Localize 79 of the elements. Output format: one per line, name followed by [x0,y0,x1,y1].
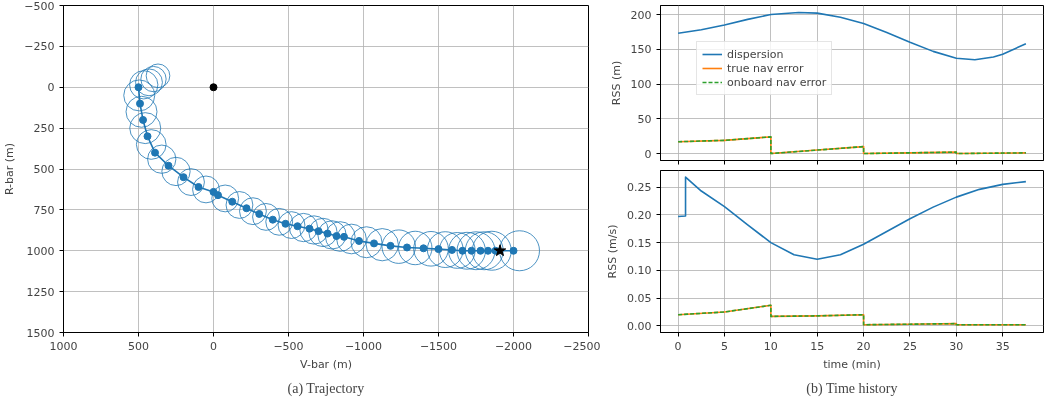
legend-label: onboard nav error [727,75,827,89]
y-tick-label: 0 [644,147,652,161]
point [179,173,188,182]
point [209,83,218,92]
point [134,83,143,92]
x-tick-label: 30 [949,339,964,353]
x-tick-label: −2500 [563,339,601,353]
x-tick-label: −1000 [344,339,383,353]
y-tick-label: 200 [630,8,652,22]
point [136,99,144,108]
point [403,243,411,252]
x-tick-label: 0 [674,339,682,353]
point [355,236,363,245]
y-tick-label: −250 [24,40,55,54]
point [386,241,395,250]
y-tick-label: 100 [630,78,652,92]
x-tick-label: 0 [210,339,217,353]
x-tick-label: 1000 [49,339,78,353]
line-series [677,11,1027,61]
y-axis-title: RSS (m/s) [606,224,620,279]
y-tick-label: 0.25 [627,181,652,195]
text: (a) Trajectory [287,380,365,397]
y-tick-label: 0 [47,81,55,95]
y-tick-label: 50 [637,112,652,126]
point [467,246,476,255]
point [164,161,173,170]
y-tick-label: 1000 [26,244,55,258]
y-tick-label: 0.05 [627,292,652,306]
x-tick-label: −1500 [419,339,458,353]
point [143,132,152,141]
x-axis-title: time (min) [823,357,881,371]
point [476,246,485,255]
y-tick-label: 1250 [26,285,55,299]
x-tick-label: 20 [856,339,871,353]
x-tick-label: 5 [720,339,728,353]
point [293,222,302,231]
line-series [677,136,1027,155]
point [448,245,456,254]
y-tick-label: 1500 [26,326,55,340]
y-tick-label: −500 [24,0,55,13]
x-tick-label: 15 [810,339,825,353]
x-tick-label: 35 [995,339,1010,353]
x-tick-label: 10 [763,339,778,353]
point [228,197,237,206]
point [370,239,378,248]
x-tick-label: 25 [902,339,917,353]
point [139,115,147,124]
legend-label: dispersion [727,47,784,61]
text: (b) Time history [806,380,898,397]
point [255,209,264,218]
y-axis-title: R-bar (m) [3,142,17,196]
point [194,182,203,191]
point [268,215,277,224]
y-tick-label: 500 [33,163,55,176]
point [242,204,251,213]
legend-label: true nav error [727,61,804,75]
y-tick-label: 250 [33,122,55,136]
y-tick-label: 0.00 [627,319,652,333]
y-tick-label: 0.20 [627,208,652,222]
point [484,246,492,255]
point [434,245,443,254]
y-tick-label: 150 [630,43,652,57]
x-axis-title: V-bar (m) [300,357,352,371]
x-tick-label: −500 [273,339,304,353]
point [214,191,222,200]
point [493,244,507,257]
y-axis-title: RSS (m) [609,60,623,106]
y-tick-label: 0.10 [627,264,652,278]
x-tick-label: 500 [128,339,149,353]
line-series [677,176,1027,261]
y-tick-label: 750 [33,203,55,217]
point [419,244,428,253]
line-series [677,304,1027,326]
y-tick-label: 0.15 [627,236,652,250]
point [509,246,518,255]
point [281,219,290,228]
point [151,148,159,157]
point [458,246,467,255]
x-tick-label: −2000 [494,339,533,353]
